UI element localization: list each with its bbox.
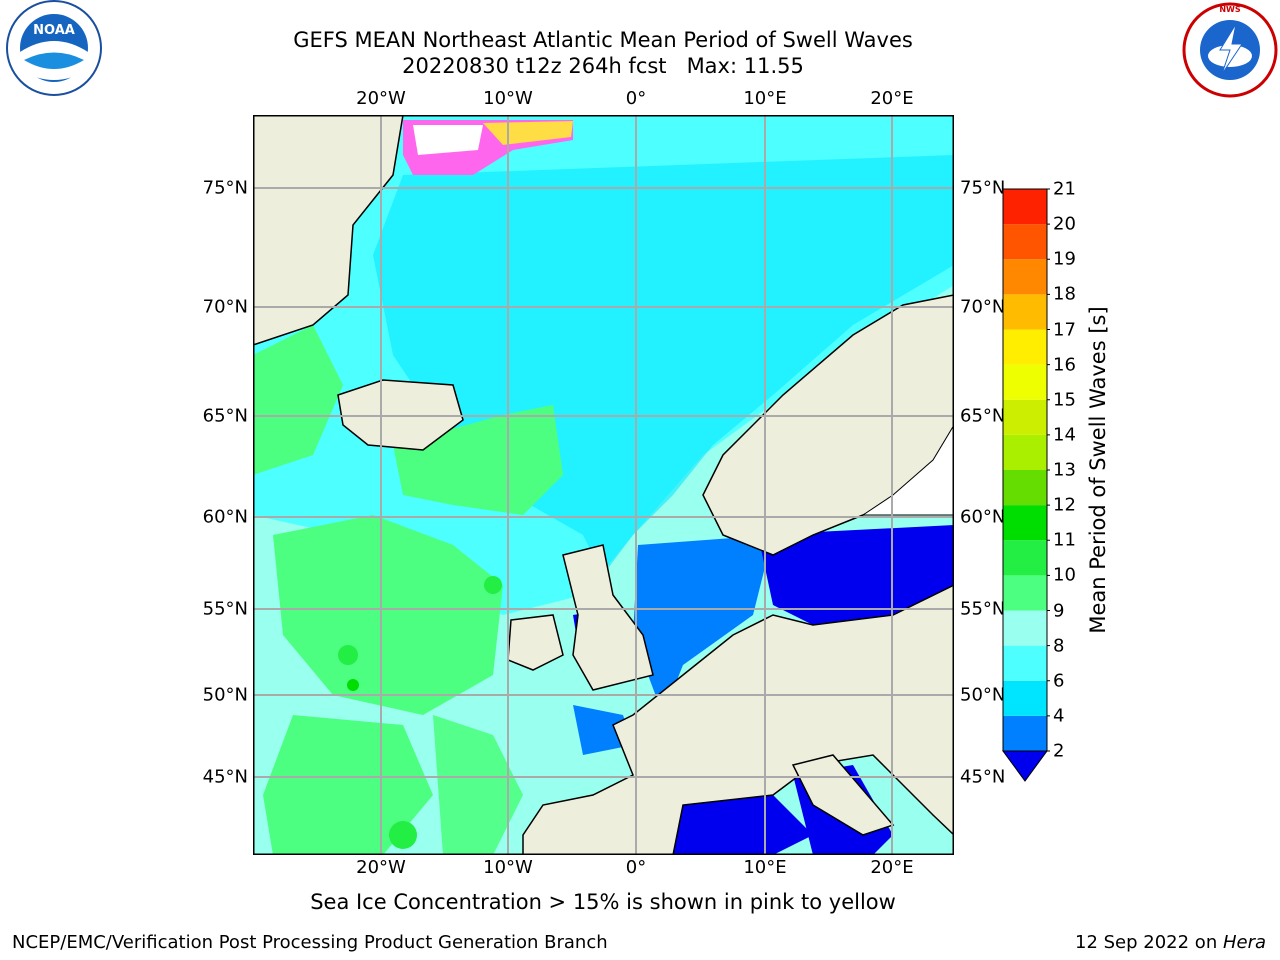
map-gridlines bbox=[253, 115, 954, 855]
chart-title: GEFS MEAN Northeast Atlantic Mean Period… bbox=[293, 28, 913, 52]
colorbar-tick-label: 14 bbox=[1053, 424, 1076, 446]
lat-label-left-55n: 55°N bbox=[202, 598, 248, 620]
lat-label-right-70n: 70°N bbox=[960, 296, 1006, 318]
colorbar bbox=[1002, 188, 1050, 782]
colorbar-segment bbox=[1003, 399, 1047, 435]
swell-patch-green bbox=[263, 715, 433, 855]
colorbar-segments bbox=[1002, 188, 1048, 752]
footer-machine: Hera bbox=[1222, 932, 1266, 953]
lat-label-left-75n: 75°N bbox=[202, 177, 248, 199]
swell-patch-darkgreen bbox=[484, 576, 502, 594]
colorbar-tick-label: 4 bbox=[1053, 705, 1065, 727]
colorbar-tick-label: 18 bbox=[1053, 283, 1076, 305]
colorbar-tick-label: 9 bbox=[1053, 600, 1065, 621]
colorbar-segment bbox=[1003, 645, 1047, 681]
colorbar-segment bbox=[1003, 259, 1047, 295]
swell-patch-brightgreen bbox=[347, 679, 359, 691]
land-greenland bbox=[253, 115, 404, 346]
lon-label-top-0: 0° bbox=[625, 88, 647, 109]
colorbar-extend-min bbox=[1002, 750, 1048, 782]
lat-label-left-45n: 45°N bbox=[202, 766, 248, 788]
colorbar-tick-label: 11 bbox=[1053, 529, 1076, 551]
lat-label-right-50n: 50°N bbox=[960, 684, 1006, 706]
swell-region-lt2s bbox=[758, 525, 954, 625]
colorbar-segment bbox=[1003, 715, 1047, 751]
lat-label-left-65n: 65°N bbox=[202, 405, 248, 427]
land-italy bbox=[791, 754, 895, 836]
swell-region-2-4s bbox=[633, 535, 773, 715]
sea-ice-region bbox=[413, 125, 483, 155]
colorbar-segment bbox=[1003, 575, 1047, 611]
colorbar-tick-label: 17 bbox=[1053, 319, 1076, 340]
lat-label-right-65n: 65°N bbox=[960, 405, 1006, 427]
footer-branch: NCEP/EMC/Verification Post Processing Pr… bbox=[12, 932, 608, 953]
sea-ice-region bbox=[483, 121, 573, 145]
colorbar-tick-label: 16 bbox=[1053, 354, 1076, 376]
noaa-logo: NOAA bbox=[4, 0, 104, 104]
colorbar-tick-label: 20 bbox=[1053, 213, 1076, 235]
lon-label-bottom-20e: 20°E bbox=[870, 857, 914, 878]
lat-label-left-50n: 50°N bbox=[202, 684, 248, 706]
lon-label-bottom-10w: 10°W bbox=[483, 857, 533, 878]
colorbar-segment bbox=[1003, 294, 1047, 330]
map-frame bbox=[253, 115, 954, 855]
colorbar-segment bbox=[1003, 470, 1047, 506]
swell-patch-green bbox=[393, 405, 563, 515]
land-gulf-of-bothnia bbox=[861, 424, 954, 516]
colorbar-tick-label: 10 bbox=[1053, 564, 1076, 586]
swell-patch-green bbox=[273, 515, 503, 715]
colorbar-tick-label: 8 bbox=[1053, 635, 1065, 657]
colorbar-segment bbox=[1003, 610, 1047, 646]
swell-patch-green bbox=[253, 325, 343, 475]
colorbar-segment bbox=[1003, 224, 1047, 260]
colorbar-segment bbox=[1003, 329, 1047, 365]
swell-patch-green bbox=[433, 715, 523, 855]
colorbar-segment bbox=[1003, 680, 1047, 716]
lat-label-right-60n: 60°N bbox=[960, 506, 1006, 528]
lon-label-bottom-0: 0° bbox=[625, 857, 647, 878]
colorbar-segment bbox=[1003, 540, 1047, 576]
map-panel bbox=[253, 115, 954, 855]
chart-subtitle: 20220830 t12z 264h fcst Max: 11.55 bbox=[402, 54, 804, 78]
lat-label-left-70n: 70°N bbox=[202, 296, 248, 318]
lat-label-right-45n: 45°N bbox=[960, 766, 1006, 788]
colorbar-tick-label: 2 bbox=[1053, 740, 1065, 762]
colorbar-segment bbox=[1003, 364, 1047, 400]
lon-label-bottom-20w: 20°W bbox=[356, 857, 406, 878]
lat-label-right-75n: 75°N bbox=[960, 177, 1006, 199]
footer-date: 12 Sep 2022 on Hera bbox=[1075, 932, 1266, 953]
swell-patch-darkgreen bbox=[389, 821, 417, 849]
swell-region-lt2s bbox=[663, 795, 813, 855]
colorbar-tick-label: 21 bbox=[1053, 178, 1076, 200]
lon-label-top-20e: 20°E bbox=[870, 88, 914, 109]
swell-patch-darkgreen bbox=[338, 645, 358, 665]
footer-date-text: 12 Sep 2022 on bbox=[1075, 932, 1223, 953]
colorbar-segment bbox=[1003, 434, 1047, 470]
colorbar-tick-marks bbox=[1047, 188, 1050, 752]
lat-label-right-55n: 55°N bbox=[960, 598, 1006, 620]
colorbar-tick-label: 13 bbox=[1053, 459, 1076, 481]
noaa-logo-text: NOAA bbox=[33, 23, 75, 38]
colorbar-tick-label: 19 bbox=[1053, 248, 1076, 270]
colorbar-segment bbox=[1003, 189, 1047, 225]
colorbar-label: Mean Period of Swell Waves [s] bbox=[1086, 306, 1110, 634]
colorbar-segment bbox=[1003, 505, 1047, 541]
lon-label-top-10e: 10°E bbox=[743, 88, 787, 109]
land-great-britain bbox=[562, 544, 654, 691]
swell-region-2-4s bbox=[573, 705, 633, 755]
svg-text:NWS: NWS bbox=[1219, 5, 1241, 14]
lon-label-bottom-10e: 10°E bbox=[743, 857, 787, 878]
lon-label-top-10w: 10°W bbox=[483, 88, 533, 109]
colorbar-tick-label: 15 bbox=[1053, 389, 1076, 411]
land-continental-europe bbox=[522, 584, 954, 855]
lon-label-top-20w: 20°W bbox=[356, 88, 406, 109]
sea-ice-note: Sea Ice Concentration > 15% is shown in … bbox=[310, 890, 896, 914]
lat-label-left-60n: 60°N bbox=[202, 506, 248, 528]
nws-logo: NWS bbox=[1180, 0, 1280, 104]
colorbar-tick-label: 6 bbox=[1053, 670, 1065, 692]
colorbar-tick-label: 12 bbox=[1053, 494, 1076, 516]
